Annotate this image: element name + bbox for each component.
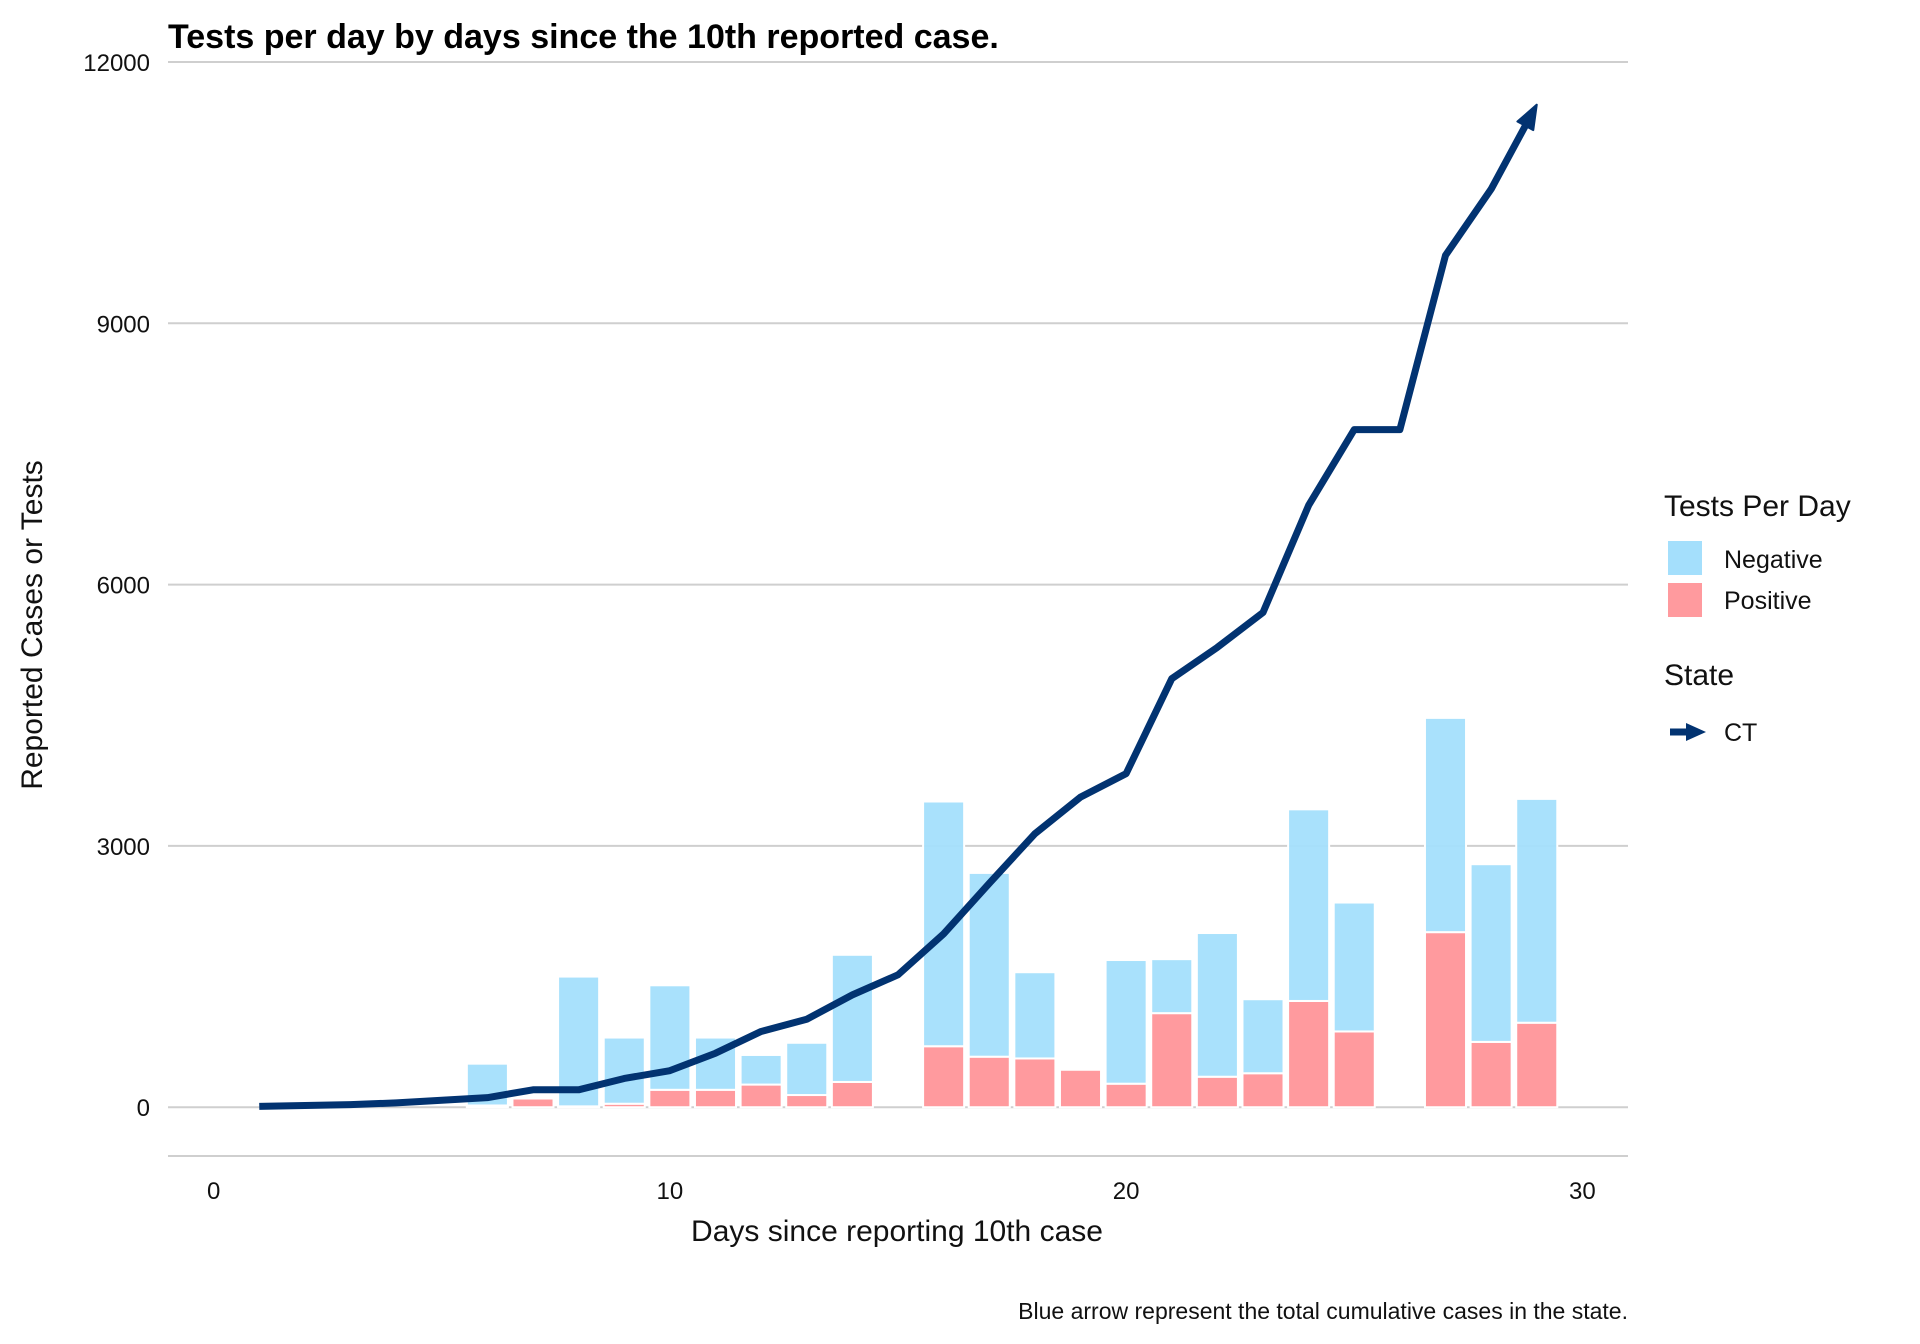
x-tick-label: 0 [207,1178,220,1205]
bar-positive [1469,1040,1513,1109]
bar-negative [1469,863,1513,1043]
bar-positive [1515,1021,1559,1109]
bar-negative [922,800,966,1048]
legend-label-ct: CT [1724,719,1757,747]
y-tick-label: 9000 [97,311,150,338]
bar-positive [967,1055,1011,1109]
bar-positive [1013,1057,1057,1109]
bar-negative [1195,932,1239,1078]
gridlines [168,61,1628,1157]
bar-negative [1515,797,1559,1024]
bar-positive [693,1088,738,1109]
line-ct-arrowhead [1516,103,1538,132]
bar-negative [785,1041,829,1097]
bar-negative [1241,998,1285,1075]
bar-positive [922,1045,966,1109]
bar-negative [830,953,874,1083]
bar-positive [1423,931,1468,1109]
y-tick-label: 0 [137,1095,150,1122]
bar-negative [1423,716,1468,934]
bar-positive [1195,1075,1239,1109]
bar-positive [739,1083,783,1109]
x-axis-label: Days since reporting 10th case [691,1215,1103,1248]
legend-label-positive: Positive [1724,587,1812,615]
bar-negative [602,1036,646,1105]
bar-positive [1150,1012,1194,1109]
bar-negative [1150,958,1194,1015]
legend-swatch-negative [1668,541,1702,575]
y-axis-label: Reported Cases or Tests [16,460,49,790]
legend-fill-title: Tests Per Day [1664,490,1851,523]
bar-positive [1287,999,1331,1109]
x-tick-label: 20 [1113,1178,1140,1205]
legend-arrow-head [1686,723,1706,741]
bar-positive [648,1088,692,1109]
chart-caption: Blue arrow represent the total cumulativ… [1018,1298,1628,1324]
line-ct [259,110,1537,1110]
bar-positive [830,1080,874,1109]
x-tick-label: 30 [1569,1178,1596,1205]
legend-arrow-icon [1670,723,1706,741]
bar-negative [1332,901,1376,1033]
cumulative-line [259,103,1538,1110]
y-tick-label: 12000 [83,50,150,77]
legend-label-negative: Negative [1724,546,1823,574]
bar-positive [1332,1030,1376,1109]
y-tick-label: 6000 [97,573,150,600]
legend: Tests Per Day Negative Positive State CT [1664,490,1851,747]
y-tick-label: 3000 [97,834,150,861]
bar-positive [511,1097,555,1109]
x-tick-label: 10 [657,1178,684,1205]
bar-positive [1241,1072,1285,1109]
chart-title: Tests per day by days since the 10th rep… [168,18,999,56]
bar-positive [1058,1068,1103,1109]
bar-negative [1104,959,1148,1085]
bar-negative [1287,808,1331,1002]
bars [465,716,1559,1109]
bar-positive [1104,1082,1148,1109]
legend-swatch-positive [1668,583,1702,617]
bar-negative [739,1053,783,1086]
bar-negative [1013,971,1057,1060]
y-axis-ticks: 0 3000 6000 9000 12000 [83,50,150,1122]
legend-line-title: State [1664,659,1734,692]
x-axis-ticks: 0 10 20 30 [207,1178,1596,1205]
bar-positive [785,1094,829,1109]
